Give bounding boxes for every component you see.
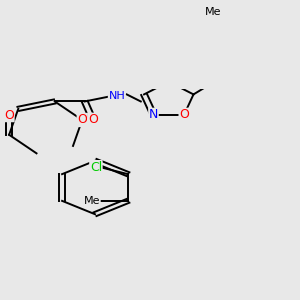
Text: Me: Me <box>84 196 100 206</box>
Text: Cl: Cl <box>90 160 102 174</box>
Text: N: N <box>149 108 158 121</box>
Text: O: O <box>77 113 87 127</box>
Text: O: O <box>88 113 98 126</box>
Text: Me: Me <box>204 7 221 17</box>
Text: O: O <box>179 108 189 121</box>
Text: O: O <box>4 109 14 122</box>
Text: NH: NH <box>108 91 125 101</box>
